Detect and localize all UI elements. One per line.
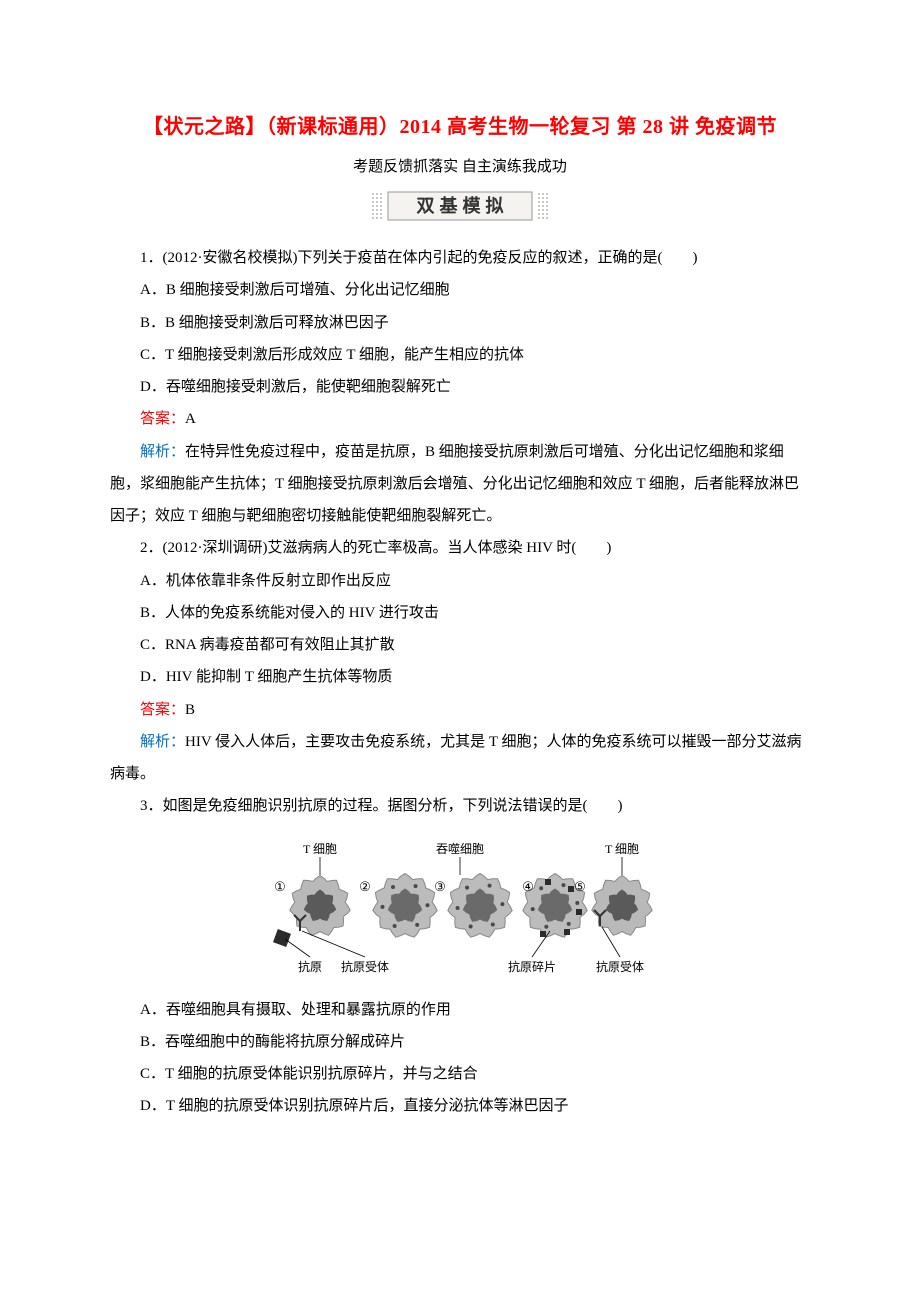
q1-answer: 答案：A <box>110 403 810 435</box>
svg-text:抗原受体: 抗原受体 <box>341 959 389 974</box>
q2-option-a: A．机体依靠非条件反射立即作出反应 <box>110 565 810 597</box>
q2-explanation-text: HIV 侵入人体后，主要攻击免疫系统，尤其是 T 细胞；人体的免疫系统可以摧毁一… <box>110 734 802 782</box>
q3-option-c: C．T 细胞的抗原受体能识别抗原碎片，并与之结合 <box>110 1058 810 1090</box>
q2-option-d: D．HIV 能抑制 T 细胞产生抗体等物质 <box>110 661 810 693</box>
q1-answer-value: A <box>185 411 196 427</box>
section-banner: 双 基 模 拟 <box>370 190 550 222</box>
answer-label: 答案： <box>140 702 185 718</box>
q3-option-b: B．吞噬细胞中的酶能将抗原分解成碎片 <box>110 1026 810 1058</box>
q1-option-c: C．T 细胞接受刺激后形成效应 T 细胞，能产生相应的抗体 <box>110 339 810 371</box>
q2-explanation: 解析：HIV 侵入人体后，主要攻击免疫系统，尤其是 T 细胞；人体的免疫系统可以… <box>110 726 810 791</box>
svg-text:①: ① <box>274 879 286 894</box>
page-title: 【状元之路】（新课标通用）2014 高考生物一轮复习 第 28 讲 免疫调节 <box>110 110 810 139</box>
q1-stem: 1．(2012·安徽名校模拟)下列关于疫苗在体内引起的免疫反应的叙述，正确的是(… <box>110 242 810 274</box>
q3-diagram: ① ② ③ ④ ⑤ T 细胞 吞噬细胞 T 细胞抗原 抗原受体 抗原碎片 抗原受体 <box>110 831 810 986</box>
q2-answer: 答案：B <box>110 694 810 726</box>
svg-text:抗原受体: 抗原受体 <box>596 959 644 974</box>
answer-label: 答案： <box>140 411 185 427</box>
page-subtitle: 考题反馈抓落实 自主演练我成功 <box>110 155 810 176</box>
q2-option-b: B．人体的免疫系统能对侵入的 HIV 进行攻击 <box>110 597 810 629</box>
svg-text:④: ④ <box>522 879 534 894</box>
q3-option-a: A．吞噬细胞具有摄取、处理和暴露抗原的作用 <box>110 994 810 1026</box>
q1-explanation-text: 在特异性免疫过程中，疫苗是抗原，B 细胞接受抗原刺激后可增殖、分化出记忆细胞和浆… <box>110 444 799 525</box>
q1-option-b: B．B 细胞接受刺激后可释放淋巴因子 <box>110 307 810 339</box>
svg-text:②: ② <box>359 879 371 894</box>
svg-text:双 基 模 拟: 双 基 模 拟 <box>416 195 503 216</box>
q2-stem: 2．(2012·深圳调研)艾滋病病人的死亡率极高。当人体感染 HIV 时( ) <box>110 532 810 564</box>
explanation-label: 解析： <box>140 444 185 460</box>
svg-text:T 细胞: T 细胞 <box>303 842 337 856</box>
q3-stem: 3．如图是免疫细胞识别抗原的过程。据图分析，下列说法错误的是( ) <box>110 790 810 822</box>
q2-option-c: C．RNA 病毒疫苗都可有效阻止其扩散 <box>110 629 810 661</box>
svg-text:③: ③ <box>434 879 446 894</box>
q1-option-d: D．吞噬细胞接受刺激后，能使靶细胞裂解死亡 <box>110 371 810 403</box>
svg-text:⑤: ⑤ <box>574 879 586 894</box>
q1-option-a: A．B 细胞接受刺激后可增殖、分化出记忆细胞 <box>110 274 810 306</box>
explanation-label: 解析： <box>140 734 185 750</box>
q2-answer-value: B <box>185 702 195 718</box>
q1-explanation: 解析：在特异性免疫过程中，疫苗是抗原，B 细胞接受抗原刺激后可增殖、分化出记忆细… <box>110 436 810 533</box>
svg-text:吞噬细胞: 吞噬细胞 <box>436 841 484 856</box>
svg-text:抗原碎片: 抗原碎片 <box>508 959 556 974</box>
q3-option-d: D．T 细胞的抗原受体识别抗原碎片后，直接分泌抗体等淋巴因子 <box>110 1090 810 1122</box>
svg-text:抗原: 抗原 <box>298 959 322 974</box>
svg-text:T 细胞: T 细胞 <box>605 842 639 856</box>
